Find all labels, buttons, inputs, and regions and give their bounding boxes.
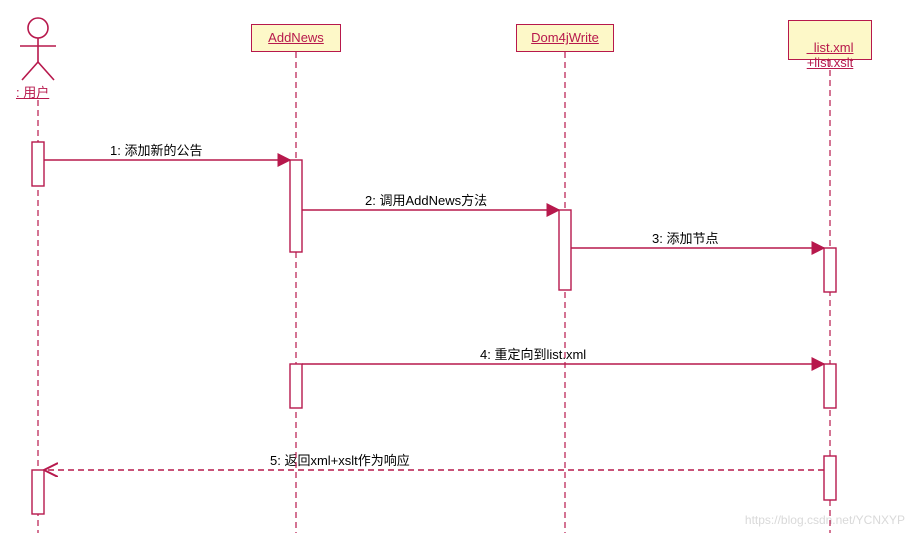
activation [824, 364, 836, 408]
activation [290, 364, 302, 408]
activation [824, 456, 836, 500]
activation [32, 142, 44, 186]
diagram-svg [0, 0, 915, 533]
activation [290, 160, 302, 252]
actor-icon [20, 18, 56, 80]
activation [824, 248, 836, 292]
activation [559, 210, 571, 290]
activation [32, 470, 44, 514]
